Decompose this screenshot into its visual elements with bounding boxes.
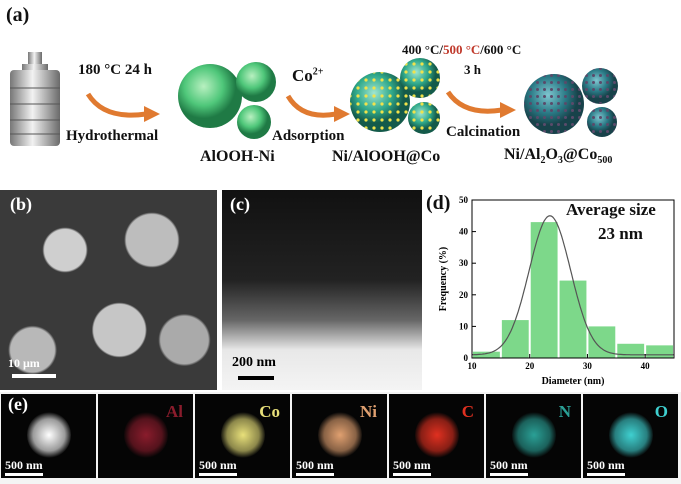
eds-particle: [609, 412, 653, 458]
product3-part3: @Co: [562, 146, 598, 163]
eds-scale-bar: [199, 473, 237, 476]
step3-temp-c: /600 °C: [480, 42, 522, 57]
eds-scale-label: 500 nm: [587, 458, 625, 472]
eds-map-c: C 500 nm: [389, 394, 484, 478]
step3-temperatures: 400 °C/500 °C/600 °C: [402, 42, 521, 58]
eds-element-label: Al: [166, 402, 183, 421]
y-tick-label: 50: [459, 195, 469, 205]
eds-scale-label: 500 nm: [5, 458, 43, 472]
eds-particle: [124, 412, 168, 458]
step1-arrow-icon: [85, 92, 160, 122]
eds-map-haadf: 500 nm: [1, 394, 96, 478]
step3-temp-a: 400 °C/: [402, 42, 443, 57]
y-tick-label: 10: [459, 321, 469, 331]
tem-scale-bar: [238, 376, 274, 380]
eds-scale-label: 500 nm: [199, 458, 237, 472]
eds-element-label: O: [654, 402, 668, 421]
gaussian-fit-curve: [472, 215, 674, 356]
product1-label: AlOOH-Ni: [200, 148, 275, 165]
step2-reagent-text: Co: [292, 66, 313, 85]
x-tick-label: 20: [525, 361, 535, 371]
step3-time: 3 h: [464, 62, 481, 77]
tem-scale-label: 200 nm: [232, 355, 276, 370]
x-tick-label: 40: [641, 361, 651, 371]
panel-label-c: (c): [230, 194, 250, 214]
histogram-bar: [473, 351, 500, 358]
eds-scale-label: 500 nm: [296, 458, 334, 472]
product2-label: Ni/AlOOH@Co: [332, 148, 441, 165]
histogram-bar: [646, 345, 673, 358]
eds-scale-bar: [5, 473, 43, 476]
panel-label-b: (b): [10, 194, 32, 214]
eds-scale-label: 500 nm: [393, 458, 431, 472]
chart-annotation: Average size: [566, 200, 656, 219]
step1-condition: 180 °C 24 h: [78, 62, 152, 78]
eds-map-al: Al: [98, 394, 193, 478]
eds-particle: [415, 412, 459, 458]
eds-scale-bar: [490, 473, 528, 476]
step2-arrow-icon: [285, 94, 350, 122]
step2-reagent-charge: 2+: [312, 66, 324, 78]
histogram-bar: [530, 222, 558, 358]
eds-scale-label: 500 nm: [490, 458, 528, 472]
step1-name: Hydrothermal: [66, 128, 159, 144]
step3-name: Calcination: [446, 124, 521, 140]
step3-temp-b: 500 °C: [442, 42, 481, 57]
tem-image: [222, 190, 422, 390]
eds-map-row: (e) 500 nm Al Co 500 nm Ni 500 nm C 500 nm N 500 …: [0, 392, 681, 484]
autoclave-icon: [10, 52, 60, 146]
histogram-bar: [559, 280, 587, 358]
product3-sub1: 2: [540, 155, 546, 167]
eds-element-label: Ni: [360, 402, 377, 421]
plot-frame: [471, 199, 675, 359]
step2-name: Adsorption: [272, 128, 345, 144]
sem-scale-bar: [12, 374, 56, 378]
panel-label-d: (d): [426, 192, 451, 214]
chart-annotation-value: 23 nm: [598, 224, 643, 243]
eds-map-co: Co 500 nm: [195, 394, 290, 478]
product3-label: Ni/Al2O3@Co500: [504, 146, 612, 166]
panel-label-a: (a): [6, 4, 30, 26]
x-axis-label: Diameter (nm): [542, 376, 605, 387]
ni-alooh-co-spheres-illustration: [350, 58, 440, 134]
product3-sub3: 500: [597, 155, 613, 167]
ni-al2o3-co500-spheres-illustration: [524, 68, 618, 137]
histogram-bar: [617, 343, 645, 358]
x-tick-label: 30: [583, 361, 593, 371]
eds-map-ni: Ni 500 nm: [292, 394, 387, 478]
eds-map-n: N 500 nm: [486, 394, 581, 478]
sem-image: [0, 190, 217, 390]
eds-element-label: N: [558, 402, 571, 421]
eds-scale-bar: [587, 473, 625, 476]
eds-map-o: O 500 nm: [583, 394, 678, 478]
eds-particle: [318, 412, 362, 458]
eds-particle: [27, 412, 71, 458]
sem-scale-label: 10 μm: [8, 356, 40, 370]
eds-element-label: Co: [259, 402, 280, 421]
product3-part1: Ni/Al: [504, 146, 541, 163]
y-tick-label: 20: [459, 290, 469, 300]
alooh-ni-spheres-illustration: [178, 62, 276, 139]
eds-scale-bar: [296, 473, 334, 476]
eds-element-label: C: [461, 402, 474, 421]
eds-scale-bar: [393, 473, 431, 476]
step3-arrow-icon: [445, 90, 516, 118]
panel-label-e: (e): [8, 394, 28, 414]
x-tick-label: 10: [468, 361, 478, 371]
product3-sub2: 3: [557, 155, 563, 167]
eds-particle: [221, 412, 265, 458]
product3-part2: O: [545, 146, 558, 163]
y-tick-label: 0: [464, 353, 469, 363]
step2-reagent: Co2+: [292, 66, 323, 86]
y-tick-label: 30: [459, 258, 469, 268]
y-tick-label: 40: [459, 227, 469, 237]
y-axis-label: Frequency (%): [438, 247, 449, 312]
eds-particle: [512, 412, 556, 458]
